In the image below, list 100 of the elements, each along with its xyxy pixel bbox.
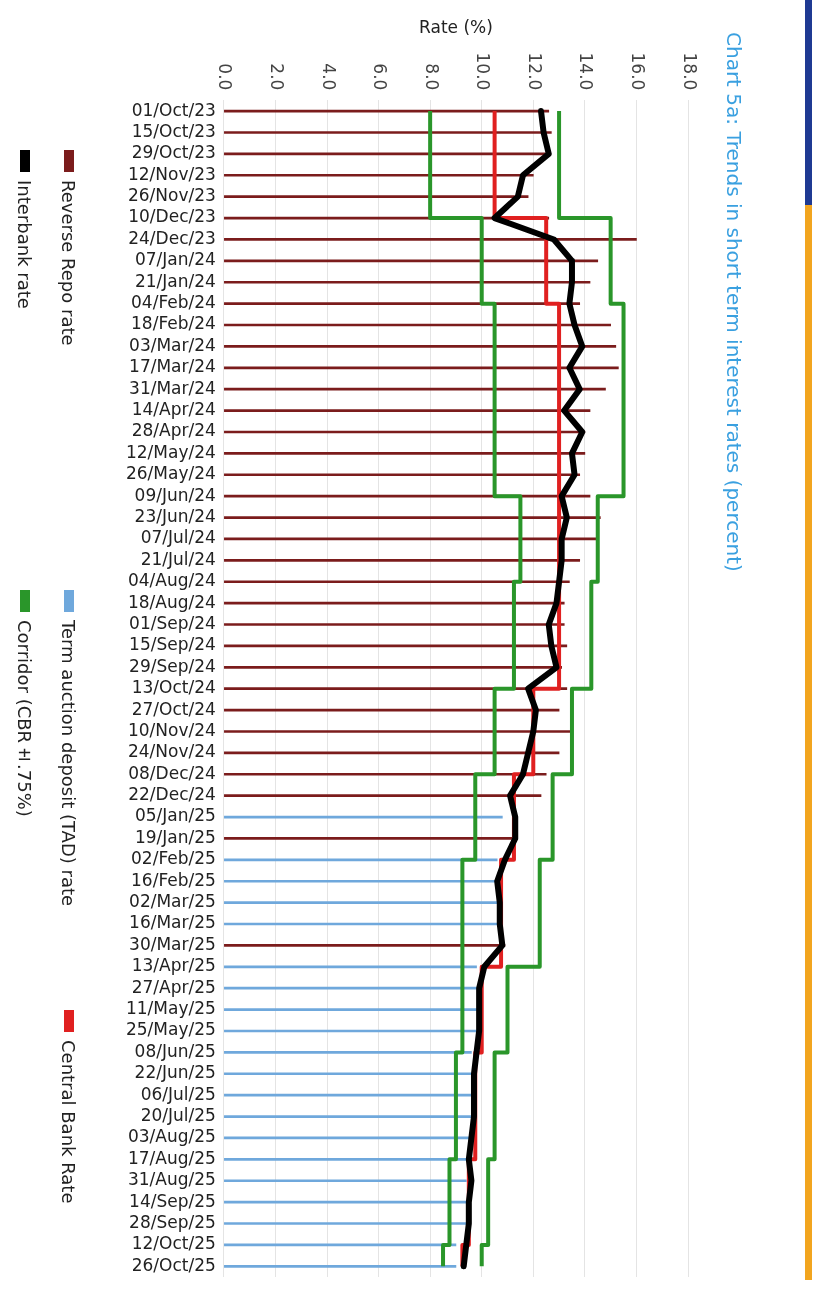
y-tick-label: 21/Jul/24	[140, 548, 216, 569]
y-tick-label: 12/May/24	[125, 441, 216, 462]
y-tick-label: 09/Jun/24	[134, 484, 216, 505]
y-tick-label: 24/Nov/24	[127, 741, 216, 762]
y-tick-label: 31/Mar/24	[129, 377, 216, 398]
y-tick-label: 27/Oct/24	[131, 698, 216, 719]
y-tick-label: 14/Sep/25	[129, 1190, 216, 1211]
y-tick-label: 07/Jan/24	[134, 249, 216, 270]
bar	[224, 730, 573, 733]
x-tick-label: 0.0	[215, 63, 236, 91]
x-tick-label: 2.0	[267, 63, 288, 91]
bar	[224, 1051, 472, 1054]
y-tick-label: 19/Jan/25	[134, 826, 216, 847]
x-tick-label: 10.0	[473, 52, 494, 91]
y-tick-label: 31/Aug/25	[127, 1169, 216, 1190]
bar	[224, 986, 477, 990]
x-tick-label: 14.0	[576, 52, 597, 91]
y-tick-label: 17/Mar/24	[129, 356, 216, 377]
y-tick-label: 22/Dec/24	[128, 784, 216, 805]
y-tick-label: 04/Feb/24	[131, 292, 216, 313]
legend-label: Interbank rate	[14, 180, 35, 309]
bar	[224, 280, 591, 284]
y-tick-label: 17/Aug/25	[127, 1147, 216, 1168]
bar	[224, 901, 498, 904]
x-tick-label: 6.0	[370, 63, 391, 91]
y-tick-label: 16/Feb/25	[131, 869, 216, 890]
y-tick-label: 01/Sep/24	[129, 612, 216, 633]
bar	[224, 345, 617, 348]
y-tick-label: 30/Mar/25	[129, 933, 216, 954]
y-tick-label: 23/Jun/24	[134, 505, 216, 526]
y-tick-label: 29/Oct/23	[131, 142, 216, 163]
y-tick-label: 11/May/25	[125, 998, 216, 1019]
bar	[224, 623, 565, 626]
text: Chart 5a: Trends in short term interest rates (percent)	[722, 32, 746, 572]
y-tick-label: 18/Aug/24	[127, 591, 216, 612]
y-tick-label: 07/Jul/24	[140, 527, 216, 548]
y-tick-label: 24/Dec/23	[128, 227, 216, 248]
bar	[224, 452, 586, 455]
bar	[224, 1222, 467, 1225]
y-tick-label: 13/Oct/24	[131, 677, 216, 698]
y-tick-label: 08/Jun/25	[134, 1040, 216, 1061]
bar	[224, 665, 562, 669]
y-tick-label: 03/Aug/25	[127, 1126, 216, 1147]
bar	[224, 173, 534, 177]
y-tick-label: 01/Oct/23	[131, 99, 216, 120]
bar	[224, 1115, 472, 1118]
x-axis-title: Rate (%)	[419, 16, 493, 37]
x-tick-label: 4.0	[318, 63, 339, 91]
legend-label: Term auction deposit (TAD) rate	[58, 620, 79, 907]
y-tick-label: 02/Mar/25	[129, 891, 216, 912]
legend-label: Central Bank Rate	[58, 1040, 79, 1204]
y-tick-label: 27/Apr/25	[131, 976, 216, 997]
bar	[224, 195, 529, 198]
y-tick-label: 14/Apr/24	[131, 399, 216, 420]
y-tick-label: 26/Nov/23	[127, 185, 216, 206]
y-tick-label: 05/Jan/25	[134, 805, 216, 826]
bar	[224, 559, 581, 562]
legend-label: Reverse Repo rate	[58, 180, 79, 346]
y-tick-label: 02/Feb/25	[131, 848, 216, 869]
y-tick-label: 08/Dec/24	[128, 762, 216, 783]
y-tick-label: 06/Jul/25	[140, 1083, 216, 1104]
bar	[224, 1264, 457, 1268]
legend-label: Corridor (CBR±.75%)	[14, 620, 35, 817]
y-tick-label: 16/Mar/25	[129, 912, 216, 933]
x-tick-label: 12.0	[524, 52, 545, 91]
bar	[224, 1008, 477, 1011]
bar	[224, 1179, 467, 1183]
bar	[224, 366, 619, 370]
y-tick-label: 10/Dec/23	[128, 206, 216, 227]
y-tick-label: 20/Jul/25	[140, 1104, 216, 1125]
y-tick-label: 15/Sep/24	[129, 634, 216, 655]
y-tick-label: 12/Oct/25	[131, 1233, 216, 1254]
bar	[224, 238, 637, 241]
y-tick-label: 25/May/25	[125, 1019, 216, 1040]
y-tick-label: 26/May/24	[125, 463, 216, 484]
x-tick-label: 18.0	[679, 52, 700, 91]
y-tick-label: 18/Feb/24	[131, 313, 216, 334]
x-tick-label: 16.0	[628, 52, 649, 91]
y-tick-label: 03/Mar/24	[129, 334, 216, 355]
bar	[224, 473, 581, 477]
y-tick-label: 26/Oct/25	[131, 1254, 216, 1275]
y-tick-label: 28/Sep/25	[129, 1211, 216, 1232]
bar	[224, 409, 591, 412]
y-tick-label: 22/Jun/25	[134, 1062, 216, 1083]
bar	[224, 965, 477, 969]
bar	[224, 1158, 467, 1161]
y-tick-label: 13/Apr/25	[131, 955, 216, 976]
y-tick-label: 28/Apr/24	[131, 420, 216, 441]
y-tick-label: 12/Nov/23	[127, 163, 216, 184]
y-tick-label: 10/Nov/24	[127, 719, 216, 740]
x-tick-label: 8.0	[421, 63, 442, 91]
bar	[224, 580, 570, 584]
y-tick-label: 15/Oct/23	[131, 120, 216, 141]
bar	[224, 794, 542, 797]
bar	[224, 387, 606, 391]
y-tick-label: 29/Sep/24	[129, 655, 216, 676]
y-tick-label: 04/Aug/24	[127, 570, 216, 591]
bar	[224, 131, 552, 134]
bar	[224, 516, 601, 519]
bar	[224, 1072, 472, 1076]
